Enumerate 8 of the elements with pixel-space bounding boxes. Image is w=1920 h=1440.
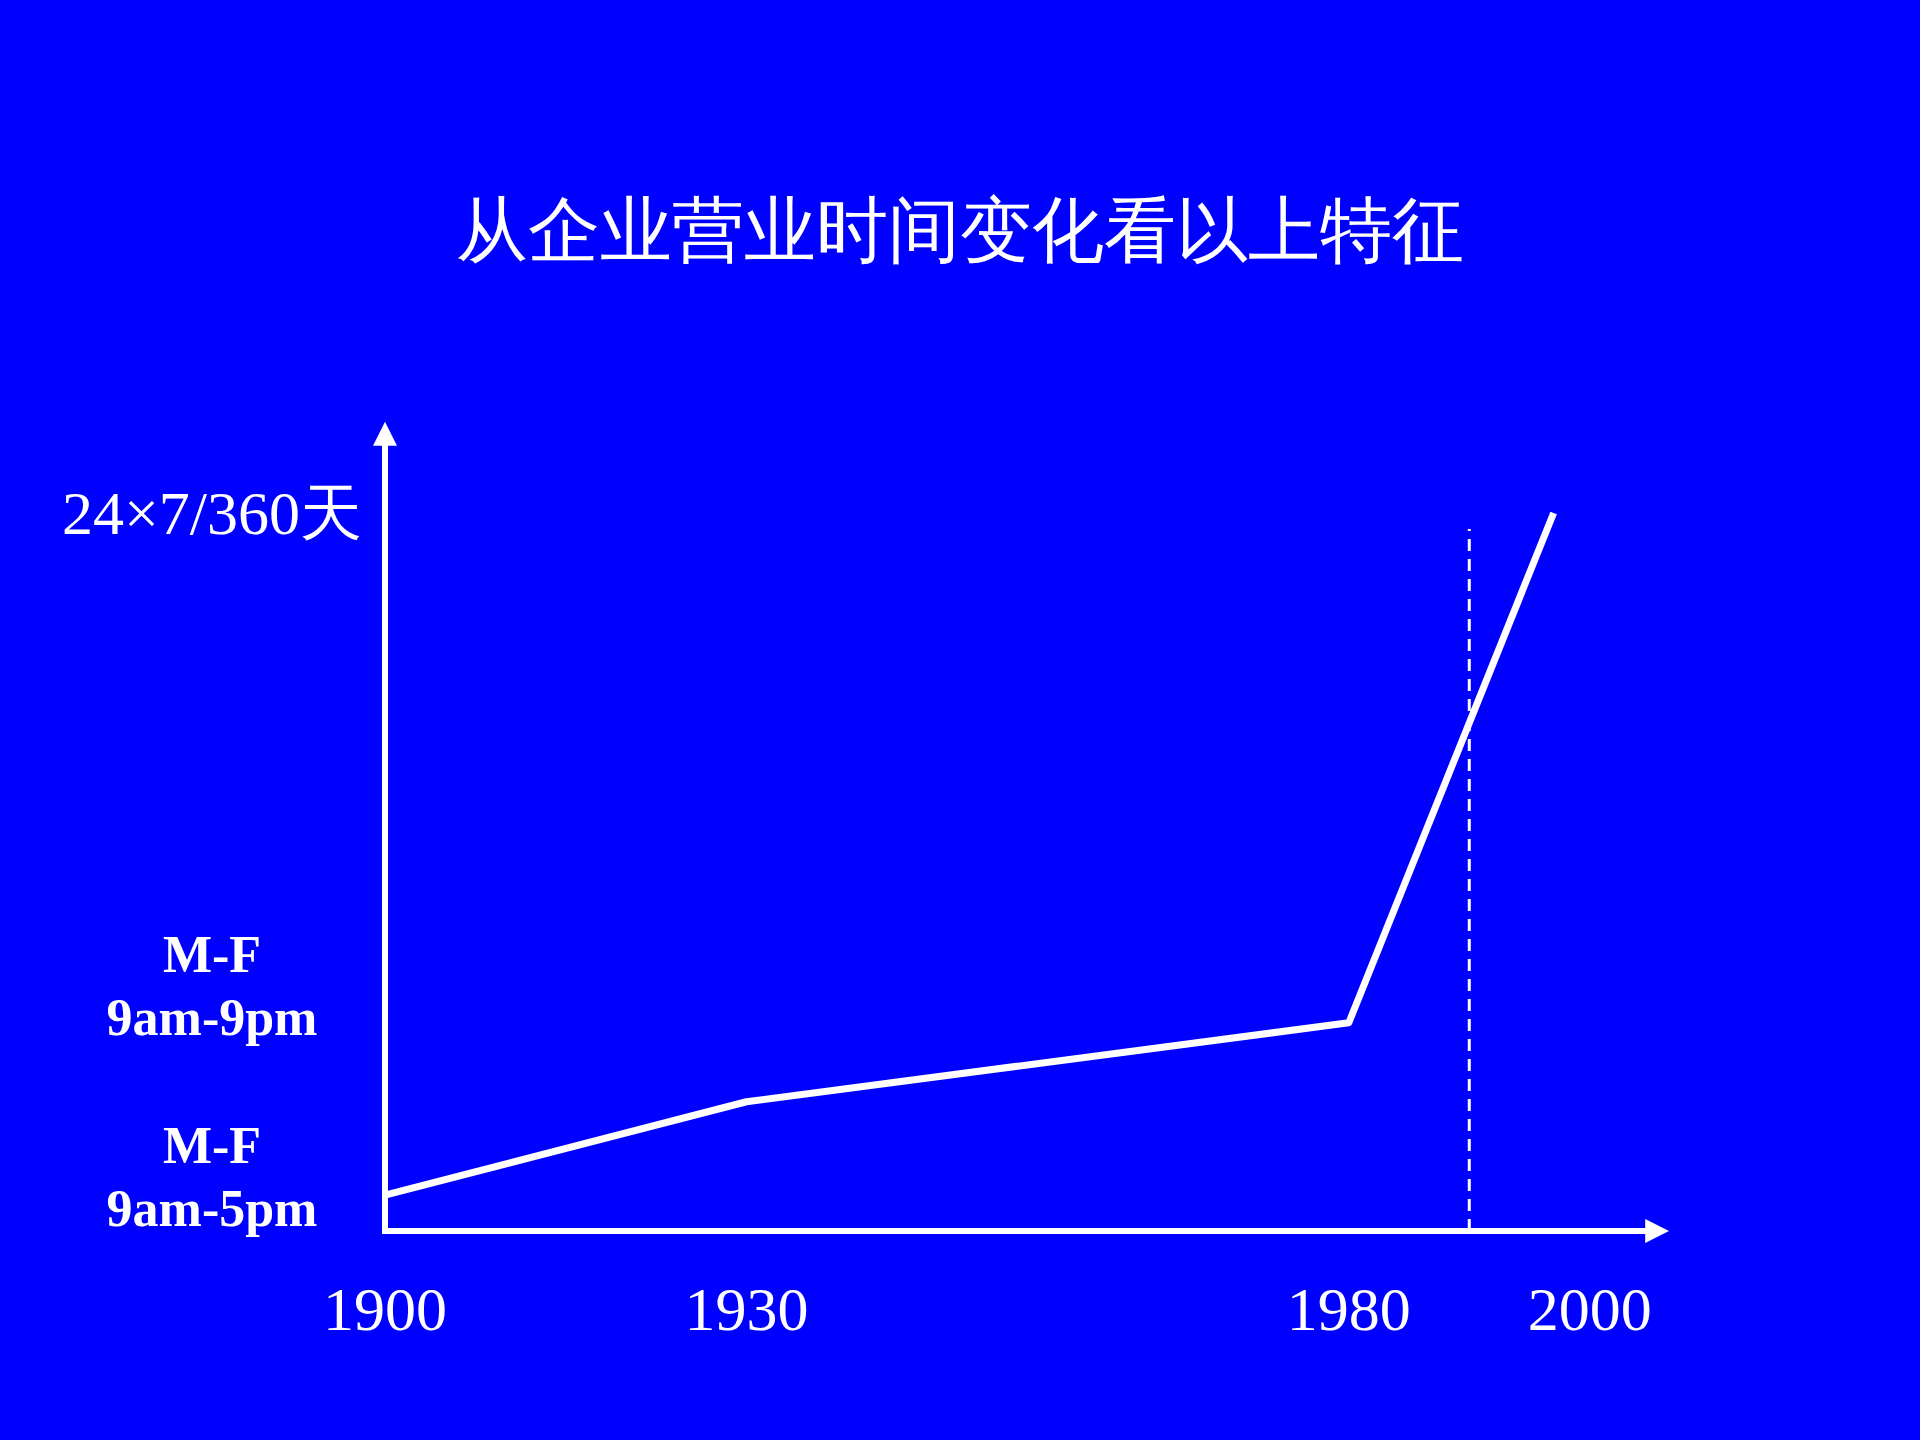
text: 24×7/360天 [61, 479, 363, 548]
text: M-F 9am-5pm [106, 1117, 318, 1238]
x-tick-label: 1980 [1286, 1275, 1411, 1343]
x-tick-label: 2000 [1527, 1275, 1652, 1343]
x-tick-label: 1930 [684, 1275, 809, 1343]
chart-title: 从企业营业时间变化看以上特征 [456, 191, 1464, 271]
x-tick-label: 1900 [323, 1275, 447, 1343]
text: M-F 9am-9pm [106, 926, 318, 1047]
